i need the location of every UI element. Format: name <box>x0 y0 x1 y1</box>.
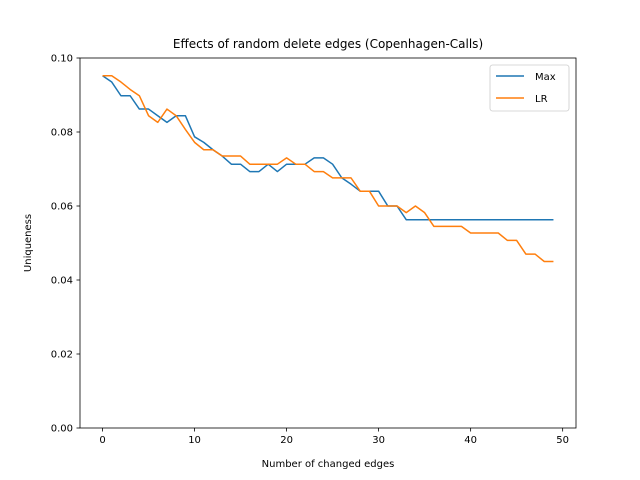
series-layer <box>102 75 554 263</box>
x-tick-label: 50 <box>556 435 569 446</box>
series-line-lr <box>102 75 554 263</box>
x-tick-label: 40 <box>464 435 477 446</box>
x-tick-label: 10 <box>188 435 201 446</box>
legend-box <box>489 64 570 112</box>
x-tick-label: 0 <box>99 435 105 446</box>
legend: Max LR <box>489 64 570 112</box>
y-tick-label: 0.10 <box>51 54 73 65</box>
plot-area <box>79 57 577 429</box>
y-tick-label: 0.04 <box>51 276 73 287</box>
legend-label: LR <box>535 94 548 105</box>
x-tick-label: 30 <box>372 435 385 446</box>
x-axis: 0 10 20 30 40 50 <box>99 428 569 446</box>
y-tick-label: 0.08 <box>51 128 73 139</box>
y-tick-label: 0.00 <box>51 424 73 435</box>
series-line-max <box>102 75 554 221</box>
chart-title: Effects of random delete edges (Copenhag… <box>173 37 483 51</box>
x-tick-label: 20 <box>280 435 293 446</box>
plot-frame <box>79 57 577 429</box>
y-axis: 0.00 0.02 0.04 0.06 0.08 0.10 <box>51 54 80 435</box>
y-tick-label: 0.02 <box>51 350 73 361</box>
legend-label: Max <box>535 72 556 83</box>
y-axis-label: Uniqueness <box>23 214 34 272</box>
x-axis-label: Number of changed edges <box>262 459 395 470</box>
y-tick-label: 0.06 <box>51 202 73 213</box>
